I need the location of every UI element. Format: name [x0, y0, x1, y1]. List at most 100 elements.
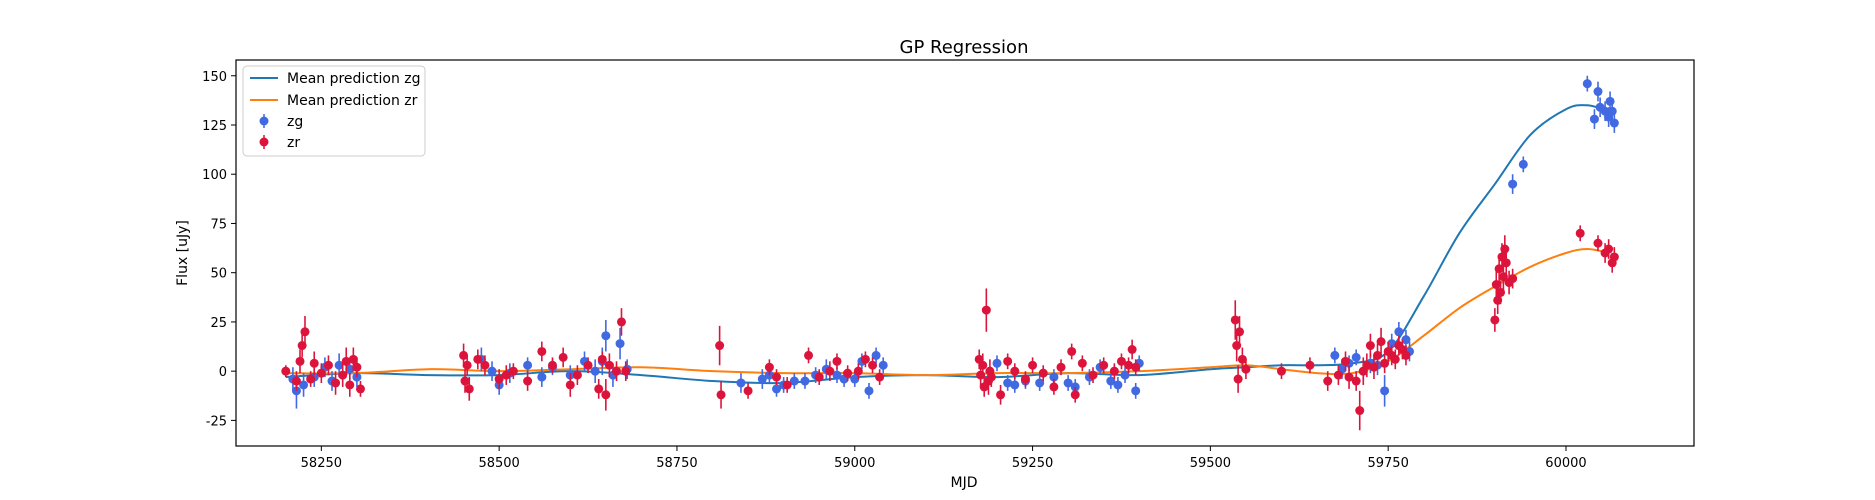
data-point	[612, 366, 622, 376]
data-points	[281, 75, 1619, 431]
data-point	[1077, 358, 1087, 368]
data-point	[1362, 360, 1372, 370]
data-point	[338, 370, 348, 380]
data-point	[1333, 370, 1343, 380]
y-axis: -25 0 25 50 75 100 125 150	[202, 70, 236, 429]
data-point	[1131, 362, 1141, 372]
data-point	[459, 350, 469, 360]
data-point	[621, 366, 631, 376]
data-point	[1575, 228, 1585, 238]
data-point	[281, 366, 291, 376]
data-point	[487, 366, 497, 376]
data-point	[1609, 252, 1619, 262]
data-point	[306, 374, 316, 384]
data-point	[558, 352, 568, 362]
data-point	[615, 339, 625, 349]
data-point	[1330, 350, 1340, 360]
y-tick-label: 50	[210, 267, 227, 282]
legend-box	[242, 65, 426, 157]
data-point	[583, 360, 593, 370]
data-point	[594, 384, 604, 394]
x-tick-label: 59500	[1190, 456, 1231, 471]
x-tick-label: 59250	[1012, 456, 1053, 471]
data-point	[1394, 327, 1404, 337]
data-point	[508, 366, 518, 376]
data-point	[1049, 372, 1059, 382]
data-point	[1609, 118, 1619, 128]
data-point	[757, 374, 767, 384]
legend-label-zr-line: Mean prediction zr	[287, 93, 418, 109]
data-point	[1387, 339, 1397, 349]
data-point	[860, 354, 870, 364]
data-point	[1380, 386, 1390, 396]
data-point	[1116, 356, 1126, 366]
data-point	[494, 374, 504, 384]
data-point	[1230, 315, 1240, 325]
data-point	[1582, 79, 1592, 89]
data-point	[1401, 350, 1411, 360]
data-point	[1390, 354, 1400, 364]
data-point	[864, 386, 874, 396]
y-tick-label: 150	[202, 70, 227, 85]
data-point	[601, 390, 611, 400]
data-point	[1106, 376, 1116, 386]
data-point	[814, 372, 824, 382]
data-point	[547, 360, 557, 370]
data-point	[1028, 360, 1038, 370]
data-point	[523, 376, 533, 386]
data-point	[1088, 370, 1098, 380]
data-point	[1099, 360, 1109, 370]
data-point	[772, 384, 782, 394]
data-point	[1341, 356, 1351, 366]
data-point	[1003, 356, 1013, 366]
y-tick-label: 0	[219, 365, 227, 380]
data-point	[1369, 362, 1379, 372]
y-axis-label: Flux [uJy]	[175, 220, 191, 286]
data-point	[800, 376, 810, 386]
data-point	[537, 372, 547, 382]
data-point	[1607, 106, 1617, 116]
data-point	[996, 390, 1006, 400]
legend: Mean prediction zg Mean prediction zr zg…	[242, 65, 426, 157]
data-point	[331, 378, 341, 388]
data-point	[323, 360, 333, 370]
data-point	[1237, 354, 1247, 364]
data-point	[978, 360, 988, 370]
data-point	[462, 360, 472, 370]
legend-label-zg: zg	[287, 114, 303, 130]
data-point	[1056, 362, 1066, 372]
data-point	[1490, 315, 1500, 325]
data-point	[772, 372, 782, 382]
x-axis-label: MJD	[951, 475, 978, 491]
data-point	[1501, 258, 1511, 268]
y-tick-label: 100	[202, 168, 227, 183]
data-point	[825, 366, 835, 376]
x-tick-label: 59750	[1367, 456, 1408, 471]
data-point	[352, 362, 362, 372]
data-point	[1401, 335, 1411, 345]
data-point	[1127, 345, 1137, 354]
data-point	[1241, 364, 1251, 374]
data-point	[853, 366, 863, 376]
data-point	[1120, 370, 1130, 380]
data-point	[1276, 366, 1286, 376]
data-point	[523, 360, 533, 370]
legend-marker-zr	[259, 137, 269, 147]
data-point	[764, 362, 774, 372]
data-point	[1351, 376, 1361, 386]
data-point	[875, 372, 885, 382]
data-point	[590, 366, 600, 376]
data-point	[460, 376, 470, 386]
data-point	[1373, 350, 1383, 360]
data-point	[1380, 358, 1390, 368]
x-tick-label: 58750	[656, 456, 697, 471]
x-tick-label: 59000	[834, 456, 875, 471]
data-point	[300, 327, 310, 337]
chart-title: GP Regression	[900, 37, 1029, 58]
y-tick-label: -25	[206, 414, 227, 429]
data-point	[878, 360, 888, 370]
data-point	[1049, 382, 1059, 392]
data-point	[1351, 352, 1361, 362]
data-point	[309, 358, 319, 368]
